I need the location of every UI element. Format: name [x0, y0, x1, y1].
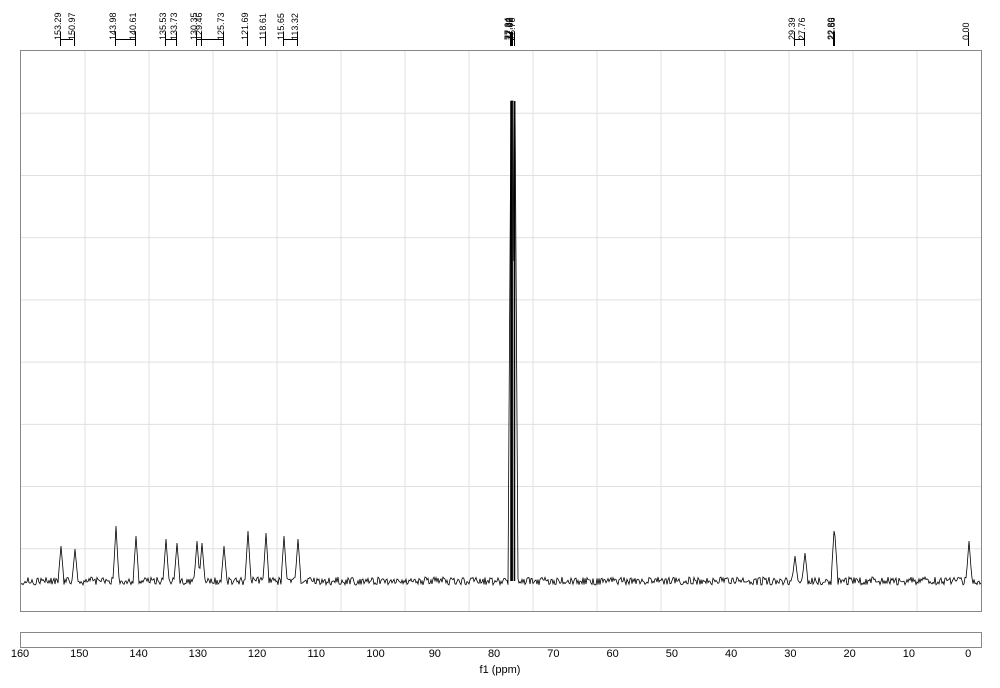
peak-bracket: [794, 39, 804, 40]
peak-label: 29.39: [787, 17, 797, 40]
peak-label: 118.61: [258, 13, 268, 40]
x-tick-label: 130: [189, 648, 207, 660]
x-tick-label: 20: [844, 648, 856, 660]
peak-label: 113.32: [290, 13, 300, 40]
x-tick-label: 60: [606, 648, 618, 660]
x-tick-label: 160: [11, 648, 29, 660]
x-tick-label: 150: [70, 648, 88, 660]
peak-bracket: [510, 39, 514, 40]
nmr-chart-container: 153.29150.97143.98140.61135.53133.73130.…: [0, 0, 1000, 688]
x-axis-label: f1 (ppm): [480, 664, 521, 676]
x-tick-label: 40: [725, 648, 737, 660]
peak-tick: [223, 32, 224, 46]
axis-scale-box: [20, 632, 982, 648]
peak-label: 140.61: [128, 12, 138, 40]
peak-bracket: [833, 39, 834, 40]
peak-tick: [74, 32, 75, 46]
peak-bracket: [60, 39, 74, 40]
peak-label: 150.97: [67, 12, 77, 40]
peak-label: 133.73: [169, 12, 179, 40]
peak-tick: [135, 32, 136, 46]
x-tick-label: 90: [429, 648, 441, 660]
peak-tick: [834, 32, 835, 46]
peak-label: 0.00: [961, 22, 971, 40]
x-tick-label: 50: [666, 648, 678, 660]
peak-bracket: [283, 39, 297, 40]
x-tick-label: 80: [488, 648, 500, 660]
peak-tick: [297, 32, 298, 46]
x-tick-label: 0: [965, 648, 971, 660]
peak-tick: [265, 32, 266, 46]
peak-tick: [176, 32, 177, 46]
peak-tick: [804, 32, 805, 46]
peak-label: 153.29: [53, 12, 63, 40]
peak-label: 115.65: [276, 13, 286, 40]
x-tick-label: 10: [903, 648, 915, 660]
peak-label: 22.66: [827, 17, 837, 40]
peak-tick: [968, 32, 969, 46]
x-tick-label: 110: [308, 648, 326, 660]
peak-bracket: [115, 39, 135, 40]
peak-label: 125.73: [216, 12, 226, 40]
peak-label: 143.98: [108, 12, 118, 40]
peak-label: 121.69: [240, 12, 250, 40]
x-tick-label: 70: [547, 648, 559, 660]
x-tick-label: 140: [129, 648, 147, 660]
peak-tick: [514, 32, 515, 46]
peak-label: 135.53: [158, 12, 168, 40]
plot-area: [20, 50, 982, 612]
spectrum-svg: [21, 51, 981, 611]
peak-label: 27.76: [797, 17, 807, 40]
peak-bracket: [196, 39, 223, 40]
x-tick-label: 120: [248, 648, 266, 660]
peak-bracket: [165, 39, 176, 40]
x-tick-label: 100: [366, 648, 384, 660]
peak-tick: [247, 32, 248, 46]
x-tick-label: 30: [784, 648, 796, 660]
